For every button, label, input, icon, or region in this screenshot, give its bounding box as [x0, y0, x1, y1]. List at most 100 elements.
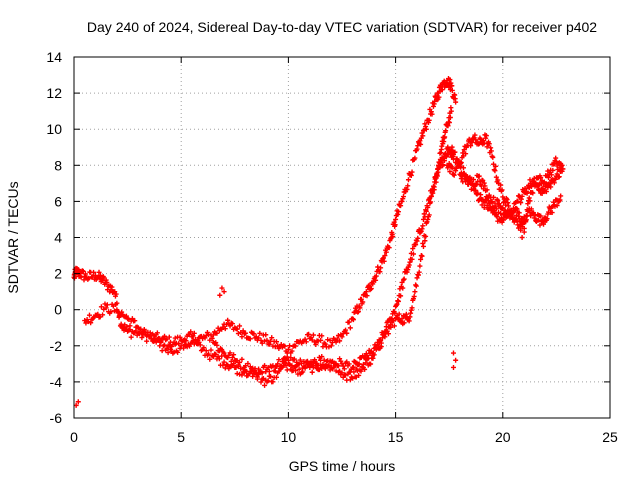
sdtvar_trace_f-marker: [489, 198, 495, 204]
sdtvar_trace_a-marker: [390, 233, 396, 239]
sdtvar_trace_f-marker: [470, 177, 476, 183]
sdtvar_trace_b-marker: [420, 216, 426, 222]
x-tick-label: 10: [281, 429, 297, 445]
y-tick-label: 0: [54, 302, 62, 318]
sdtvar_trace_b-marker: [203, 348, 209, 354]
sdtvar_trace_c-marker: [424, 219, 430, 225]
sdtvar_trace_c-marker: [346, 369, 352, 375]
sdtvar_trace_a-marker: [96, 269, 102, 275]
sdtvar_trace_a-marker: [414, 146, 420, 152]
sdtvar_trace_e-marker: [478, 136, 484, 142]
sdtvar_trace_b-marker: [407, 259, 413, 265]
sdtvar_trace_f-marker: [491, 194, 497, 200]
sdtvar_trace_c-marker: [403, 311, 409, 317]
sdtvar_trace_f-marker: [461, 170, 467, 176]
y-tick-label: 4: [54, 230, 62, 246]
sdtvar_trace_f-marker: [530, 190, 536, 196]
sdtvar_trace_c-marker: [384, 328, 390, 334]
sdtvar_trace_a-marker: [187, 331, 193, 337]
chart-title: Day 240 of 2024, Sidereal Day-to-day VTE…: [87, 19, 597, 35]
sdtvar_trace_e-marker: [468, 143, 474, 149]
y-tick-label: -6: [50, 410, 63, 426]
sdtvar_trace_a-marker: [395, 209, 401, 215]
sdtvar_trace_a-marker: [328, 343, 334, 349]
sdtvar_trace_a-marker: [378, 265, 384, 271]
sdtvar_trace_a-marker: [166, 334, 172, 340]
sdtvar_trace_c-marker: [434, 172, 440, 178]
y-tick-label: 8: [54, 157, 62, 173]
sdtvar_trace_c-marker: [252, 368, 258, 374]
sdtvar_trace_c-marker: [430, 183, 436, 189]
sdtvar_trace_a-marker: [420, 133, 426, 139]
sdtvar_trace_b-marker: [132, 318, 138, 324]
sdtvar_trace_c-marker: [318, 357, 324, 363]
sdtvar_trace_c-marker: [296, 366, 302, 372]
sdtvar_trace_c-marker: [228, 358, 234, 364]
sdtvar_trace_c-marker: [414, 275, 420, 281]
sdtvar_trace_e-marker: [449, 165, 455, 171]
sdtvar_trace_a-marker: [289, 348, 295, 354]
sdtvar_trace_a-marker: [422, 121, 428, 127]
sdtvar_trace_c-marker: [302, 364, 308, 370]
sdtvar_trace_b-marker: [377, 337, 383, 343]
sdtvar_trace_e-marker: [499, 187, 505, 193]
sdtvar_trace_a-marker: [350, 317, 356, 323]
sdtvar_trace_a-marker: [282, 343, 288, 349]
sdtvar_trace_e-marker: [458, 160, 464, 166]
sdtvar_trace_b-marker: [262, 363, 268, 369]
sdtvar_trace_c-marker: [229, 355, 235, 361]
sdtvar_trace_b-marker: [153, 339, 159, 345]
y-tick-label: 10: [46, 121, 62, 137]
sdtvar_trace_a-marker: [91, 269, 97, 275]
sdtvar_trace_d-marker: [536, 217, 542, 223]
sdtvar_trace_a-marker: [363, 289, 369, 295]
sdtvar_trace_c-marker: [391, 323, 397, 329]
sdtvar_trace_c-marker: [382, 334, 388, 340]
sdtvar_trace_e-marker: [519, 193, 525, 199]
sdtvar_trace_c-marker: [221, 350, 227, 356]
sdtvar_trace_e-marker: [486, 141, 492, 147]
sdtvar_trace_b-marker: [441, 158, 447, 164]
sdtvar_trace_e-marker: [550, 167, 556, 173]
sdtvar_trace_a-marker: [423, 124, 429, 130]
sdtvar_trace_b-marker: [346, 361, 352, 367]
sdtvar_trace_a-marker: [109, 284, 115, 290]
sdtvar_trace_c-marker: [334, 363, 340, 369]
sdtvar_trace_a-marker: [405, 177, 411, 183]
sdtvar_trace_c-marker: [442, 134, 448, 140]
sdtvar_trace_e-marker: [469, 139, 475, 145]
sdtvar_trace_b-marker: [182, 337, 188, 343]
sdtvar_trace_a-marker: [417, 138, 423, 144]
sdtvar_trace_c-marker: [406, 318, 412, 324]
sdtvar_trace_c-marker: [446, 119, 452, 125]
sdtvar_trace_c-marker: [417, 263, 423, 269]
sdtvar_trace_b-marker: [88, 320, 94, 326]
sdtvar_trace_e-marker: [483, 133, 489, 139]
sdtvar_trace_a-marker: [412, 155, 418, 161]
sdtvar_trace_c-marker: [276, 368, 282, 374]
sdtvar_trace_d-marker: [523, 212, 529, 218]
sdtvar_trace_b-marker: [420, 223, 426, 229]
sdtvar_trace_c-marker: [262, 382, 268, 388]
sdtvar_trace_a-marker: [229, 321, 235, 327]
sdtvar_trace_e-marker: [451, 172, 457, 178]
sdtvar_trace_e-marker: [538, 175, 544, 181]
sdtvar_trace_d-marker: [473, 187, 479, 193]
sdtvar_trace_c-marker: [396, 311, 402, 317]
sdtvar_trace_a-marker: [76, 267, 82, 273]
sdtvar_trace_f-marker: [516, 210, 522, 216]
sdtvar_trace_c-marker: [213, 340, 219, 346]
sdtvar_trace_a-marker: [293, 343, 299, 349]
sdtvar_trace_a-marker: [118, 321, 124, 327]
sdtvar_trace_d-marker: [537, 222, 543, 228]
sdtvar_trace_b-marker: [103, 305, 109, 311]
sdtvar_trace_a-marker: [262, 338, 268, 344]
sdtvar_trace_e-marker: [495, 177, 501, 183]
sdtvar_trace_b-marker: [100, 312, 106, 318]
sdtvar_trace_d-marker: [454, 156, 460, 162]
sdtvar_trace_d-marker: [481, 205, 487, 211]
sdtvar_trace_b-marker: [256, 366, 262, 372]
sdtvar_outliers-marker: [219, 285, 225, 291]
sdtvar_trace_f-marker: [537, 181, 543, 187]
sdtvar_trace_f-marker: [525, 201, 531, 207]
